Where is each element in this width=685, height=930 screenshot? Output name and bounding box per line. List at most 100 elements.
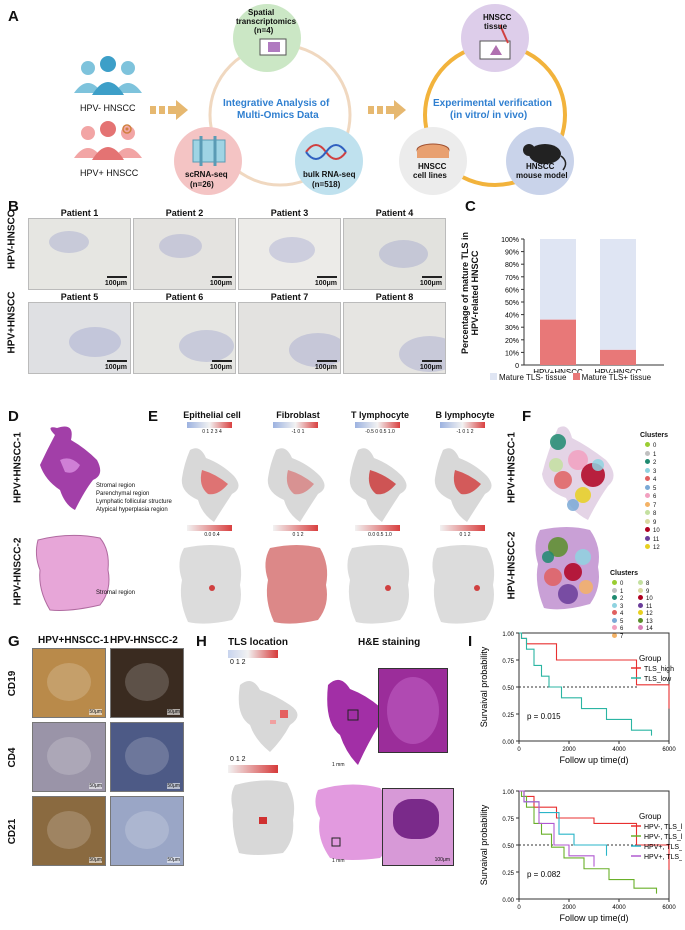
cluster-id: 13 <box>646 618 653 625</box>
cluster-legend-item: 14 <box>638 625 653 634</box>
cluster-legend-item: 12 <box>645 544 660 553</box>
bulk-circle <box>295 127 363 195</box>
ihc-scale-label: 50μm <box>89 857 102 863</box>
patient-micrograph: 100μm <box>28 218 131 290</box>
spatial-sub: transcriptomics <box>236 17 297 26</box>
e-colorscale-top <box>440 422 485 428</box>
cluster-swatch <box>638 610 643 615</box>
patient-label: Patient 5 <box>60 292 99 302</box>
scale-label: 100μm <box>419 280 442 287</box>
cluster-swatch <box>645 544 650 549</box>
mouse-label-1: HNSCC <box>526 162 555 171</box>
ytick-label: 70% <box>505 275 519 282</box>
scale-bar <box>317 276 337 278</box>
cluster-legend-item: 4 <box>612 610 623 619</box>
scale-label: 100μm <box>209 364 232 371</box>
cluster-id: 0 <box>653 443 657 449</box>
chart-c-legend: Mature TLS- tissue Mature TLS+ tissue <box>490 373 685 382</box>
p-value: p = 0.082 <box>527 870 561 879</box>
scale-label: 100μm <box>104 280 127 287</box>
expression-hotspot <box>474 585 480 591</box>
ytick-label: 10% <box>505 350 519 357</box>
e-map-hpv-pos <box>267 448 325 522</box>
legend-title: Group <box>639 812 662 821</box>
cluster-legend-item: 6 <box>612 625 623 634</box>
e-map-hpv-neg <box>432 545 495 624</box>
spatial-n: (n=4) <box>254 26 274 35</box>
ytick-label: 50% <box>505 300 519 307</box>
scale-bar <box>107 360 127 362</box>
ihc-stain-region <box>125 811 169 849</box>
stain-region <box>179 330 234 362</box>
tissue-outline <box>347 545 410 624</box>
stain-region <box>269 237 315 263</box>
cluster-swatch <box>638 617 643 623</box>
cluster-region <box>564 563 582 581</box>
patient-label: Patient 6 <box>165 292 204 302</box>
bar-tls-neg <box>600 239 636 350</box>
cluster-legend-item: 8 <box>638 580 649 589</box>
cluster-legend-item: 12 <box>638 610 653 619</box>
cluster-swatch <box>638 580 643 585</box>
h-um-bar: 100μm <box>434 857 450 863</box>
he-zoom-2-follicle <box>393 799 439 839</box>
xtick-label: 4000 <box>612 905 626 911</box>
tissue-outline <box>179 545 242 624</box>
cluster-id: 1 <box>620 588 624 595</box>
ytick-label: 0.50 <box>502 686 514 692</box>
cluster-swatch <box>645 535 650 541</box>
scale-bar <box>212 276 232 278</box>
cluster-swatch <box>645 450 650 456</box>
cluster-swatch <box>612 632 617 638</box>
xtick-label: 0 <box>517 905 521 911</box>
ytick-label: 0.00 <box>502 898 514 904</box>
row-hpv-pos-label: HPV+HNSCC <box>6 291 18 354</box>
cluster-legend-item: 1 <box>612 587 624 597</box>
cluster-legend-item: 13 <box>638 617 653 627</box>
xtick-label: 2000 <box>562 905 576 911</box>
km-curve <box>519 790 658 894</box>
mouse-circle <box>506 127 574 195</box>
scale-label: 100μm <box>314 280 337 287</box>
e-title: Fibroblast <box>276 410 320 420</box>
ihc-stain-region <box>47 663 91 701</box>
tissue-label-1: HNSCC <box>483 13 512 22</box>
cluster-region <box>544 568 562 586</box>
cluster-id: 10 <box>646 596 653 602</box>
ihc-tile: 50μm <box>110 648 184 718</box>
panel-a-label: A <box>8 8 19 25</box>
e-map-hpv-pos <box>349 448 407 522</box>
cluster-legend-item: 1 <box>645 450 660 460</box>
scale-bar <box>212 360 232 362</box>
cluster-region <box>575 549 591 565</box>
expression-hotspot <box>385 585 391 591</box>
x-axis-label: Follow up time(d) <box>559 913 628 923</box>
ihc-row-label: CD21 <box>7 818 18 845</box>
ytick-label: 100% <box>501 237 519 244</box>
ihc-scale-label: 50μm <box>167 857 180 863</box>
bulk-label: bulk RNA-seq <box>303 170 356 179</box>
cluster-region <box>592 459 604 471</box>
cluster-swatch <box>638 625 643 630</box>
hpv-neg-people-icon <box>74 56 142 95</box>
stain-region <box>159 234 202 258</box>
d-legend-item-1: Stromal region <box>96 483 136 489</box>
cell-lines-label-1: HNSCC <box>418 162 447 171</box>
ihc-tile: 50μm <box>110 722 184 792</box>
ytick-label: 60% <box>505 287 519 294</box>
cluster-swatch <box>612 580 617 585</box>
tls-location-map-1 <box>238 681 298 752</box>
ihc-stain-region <box>125 737 169 775</box>
cluster-region <box>554 471 572 489</box>
e-colorscale-top <box>187 422 232 428</box>
panel-d-label: D <box>8 408 19 425</box>
patient-micrograph: 100μm <box>238 302 341 374</box>
xtick-label: 6000 <box>662 905 676 911</box>
stain-region <box>69 327 121 357</box>
cluster-id: 8 <box>646 581 650 587</box>
e-map-hpv-neg <box>347 545 410 624</box>
legend-swatch-pos <box>572 373 580 380</box>
ihc-scale-label: 50μm <box>167 783 180 789</box>
cluster-region <box>567 499 579 511</box>
cluster-region <box>579 580 593 594</box>
